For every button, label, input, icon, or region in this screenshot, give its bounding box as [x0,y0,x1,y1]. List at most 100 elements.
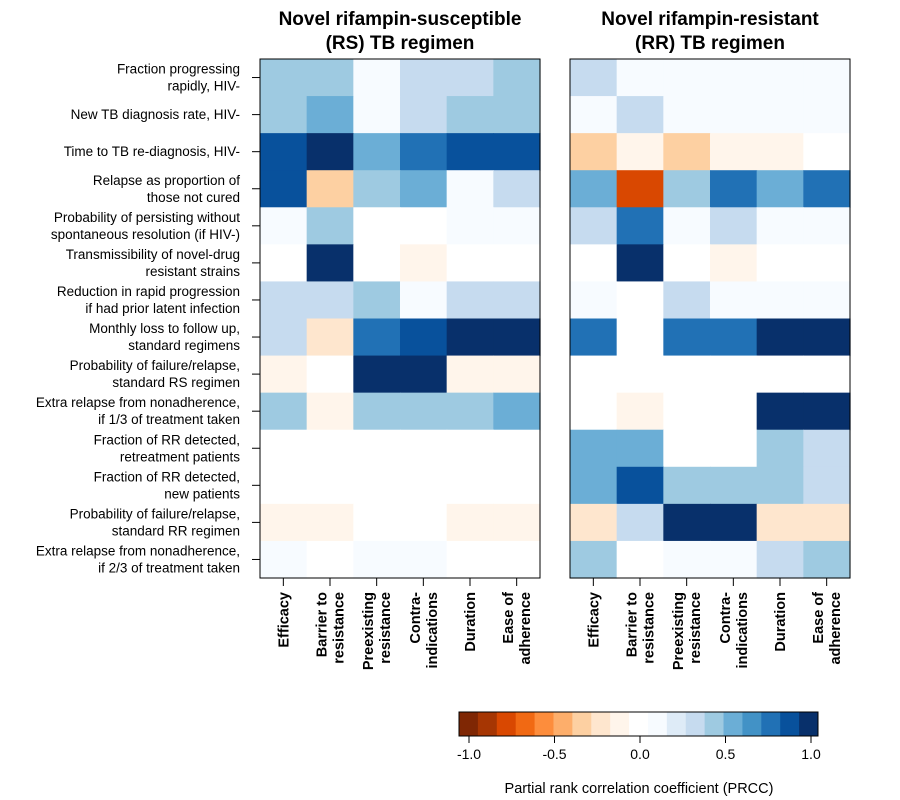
heatmap-cell [803,318,851,357]
heatmap-cell [260,244,308,283]
heatmap-cell [353,133,401,171]
heatmap-cell [446,96,494,134]
heatmap-cell [756,355,804,394]
heatmap-cell [306,170,354,208]
heatmap-cell [756,170,804,208]
legend-swatch [666,712,687,736]
heatmap-cell [756,540,804,579]
heatmap-cell [663,540,711,579]
heatmap-cell [663,170,711,208]
heatmap-cell [493,466,541,505]
heatmap-cell [616,466,664,505]
legend-swatch [591,712,611,736]
heatmap-cell [446,281,494,320]
heatmap-cell [446,244,494,283]
heatmap-cell [756,392,804,431]
legend-title: Partial rank correlation coefficient (PR… [505,781,774,797]
color-legend: -1.0 -0.5 0.0 0.5 1.0 Partial rank correlatio… [457,711,821,797]
heatmap-cell [803,281,851,320]
col-label: Ease ofadherence [501,592,534,665]
heatmap-cell [616,244,664,283]
row-labels: Fraction progressing rapidly, HIV- New TB … [36,62,240,576]
heatmap-cell [306,96,354,134]
heatmap-cell [663,392,711,431]
heatmap-cell [446,355,494,394]
heatmap-cell [493,540,541,579]
heatmap-cell [616,207,664,245]
heatmap-cell [260,392,308,431]
heatmap-cell [710,503,758,542]
legend-swatch [515,712,536,736]
heatmap-cell [493,281,541,320]
heatmap-cell [803,392,851,431]
legend-swatch [459,712,479,736]
heatmap-cell [353,392,401,431]
heatmap-cell [400,170,448,208]
heatmap-cell [756,244,804,283]
heatmap-cell [400,244,448,283]
heatmap-cell [260,540,308,579]
heatmap-cell [306,133,354,171]
legend-swatch [761,712,781,736]
heatmap-cell [756,281,804,320]
legend-swatch [799,712,819,736]
heatmap-cell [570,429,618,468]
row-label: Probability of persisting without spontan… [51,210,240,242]
heatmap-cell [756,96,804,134]
panel-title: Novel rifampin-susceptible (RS) TB regime… [279,9,522,54]
row-label: Relapse as proportion of those not cured [93,173,240,205]
legend-tick-label: 0.0 [630,746,650,762]
heatmap-cell [710,170,758,208]
heatmap-cell [803,355,851,394]
heatmap-cell [710,96,758,134]
heatmap-cell [306,466,354,505]
heatmap-cell [710,59,758,97]
heatmap-cell [663,59,711,97]
heatmap-cell [803,59,851,97]
heatmap-cell [756,318,804,357]
heatmap-cell [710,207,758,245]
heatmap-cell [306,392,354,431]
legend-swatch [742,712,762,736]
heatmap-panel-1: Novel rifampin-susceptible (RS) TB regime… [252,9,541,670]
heatmap-cell [616,170,664,208]
panel-frame [569,58,851,579]
heatmap-cell [570,59,618,97]
heatmap-cell [756,133,804,171]
heatmap-cell [353,207,401,245]
heatmap-cell [570,207,618,245]
heatmap-cell [306,429,354,468]
col-label: Contra-indications [408,592,441,669]
row-label: Probability of failure/relapse, standard … [70,506,240,538]
heatmap-cell [306,281,354,320]
heatmap-cell [400,355,448,394]
legend-swatch [572,712,592,736]
heatmap-cell [756,429,804,468]
heatmap-cell [493,133,541,171]
heatmap-cell [803,207,851,245]
heatmap-cell [710,133,758,171]
heatmap-cell [803,244,851,283]
heatmap-cell [756,59,804,97]
col-label: Duration [773,592,789,652]
heatmap-cell [663,355,711,394]
col-label: Ease ofadherence [811,592,844,665]
heatmap-cell [400,207,448,245]
heatmap-cell [400,503,448,542]
heatmap-cell [446,170,494,208]
legend-swatch [496,712,517,736]
heatmap-cell [400,59,448,97]
heatmap-cell [400,133,448,171]
heatmap-cell [710,466,758,505]
col-label: Efficacy [586,592,602,648]
heatmap-cell [306,503,354,542]
heatmap-cell [710,355,758,394]
heatmap-cell [616,59,664,97]
heatmap-cell [306,59,354,97]
heatmap-cell [803,133,851,171]
heatmap-cell [663,429,711,468]
heatmap-cell [710,540,758,579]
panel-frame [259,58,541,579]
heatmap-cell [493,59,541,97]
